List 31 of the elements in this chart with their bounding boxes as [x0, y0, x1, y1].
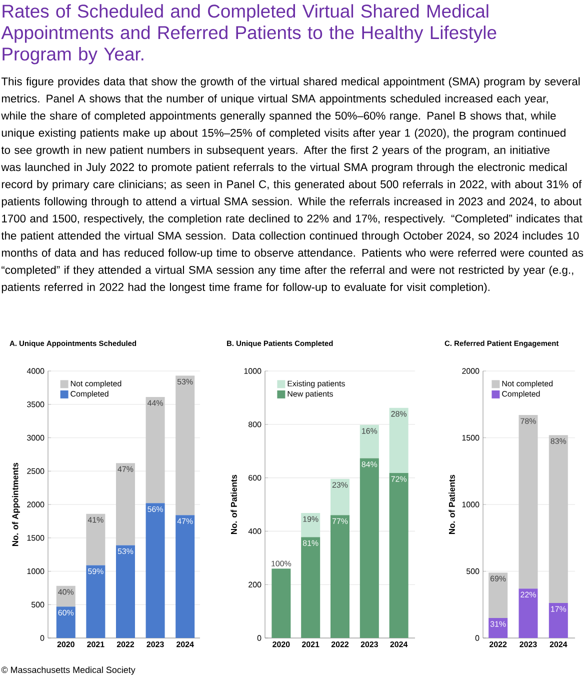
bar — [146, 397, 165, 504]
bar — [56, 606, 76, 638]
bar — [301, 537, 320, 638]
bar — [301, 513, 320, 538]
bar — [548, 435, 568, 604]
text: This figure provides data that show the growth of the virtual shared medical appointment (SMA) program by several metrics. Panel A shows that the number of unique virtual SMA appointments scheduled increased each year, while the share of completed appointments generally spanned the 50%–60% range. Panel B shows that, while unique existing patients make up about 15%–25% of completed visits after year 1 (2020), the program continued to see growth in new patient numbers in subsequent years. After the first 2 years of the program, an initiative was launched in July 2022 to promote patient referrals to the virtual SMA program through the electronic medical record by primary care clinicians; as seen in Panel C, this generated about 500 referrals in 2022, with about 31% of patients following through to attend a virtual SMA session. While the referrals increased in 2023 and 2024, to about 1700 and 1500, respectively, the completion rate declined to 22% and 17%, respectively. “Completed” indicates that the patient attended the virtual SMA session. Data collection continued through October 2024, so 2024 includes 10 months of data and has reduced follow-up time to observe attendance. Patients who were referred were counted as “completed” if they attended a virtual SMA session any time after the referral and were not restricted by year (e.g., patients referred in 2022 had the longest time frame for follow-up to evaluate for visit completion). — [1, 77, 584, 294]
bar — [86, 565, 106, 638]
bar — [330, 478, 350, 516]
bar — [518, 588, 538, 638]
bar — [272, 568, 291, 638]
bar — [518, 415, 538, 589]
bar — [176, 376, 195, 516]
y-axis-title: No. of Patients — [448, 474, 455, 534]
bar — [330, 515, 350, 638]
text: © Massachusetts Medical Society — [1, 666, 136, 675]
bar — [488, 618, 508, 638]
y-axis-title: No. of Patients — [230, 474, 237, 534]
y-axis-title: No. of Appointments — [12, 462, 20, 546]
bar — [56, 586, 76, 607]
bar — [548, 603, 568, 638]
bar — [116, 463, 135, 546]
bar — [360, 424, 379, 458]
bar — [116, 545, 135, 638]
bar — [176, 515, 195, 638]
text: Rates of Scheduled and Completed Virtual Shared Medical Appointments and Referred Patients to the Healthy Lifestyle Program by Year. — [1, 4, 496, 64]
bar — [488, 572, 508, 618]
bar — [86, 514, 106, 566]
bar — [389, 472, 408, 638]
bar — [146, 503, 165, 638]
bar — [360, 458, 379, 638]
bar — [389, 408, 408, 473]
